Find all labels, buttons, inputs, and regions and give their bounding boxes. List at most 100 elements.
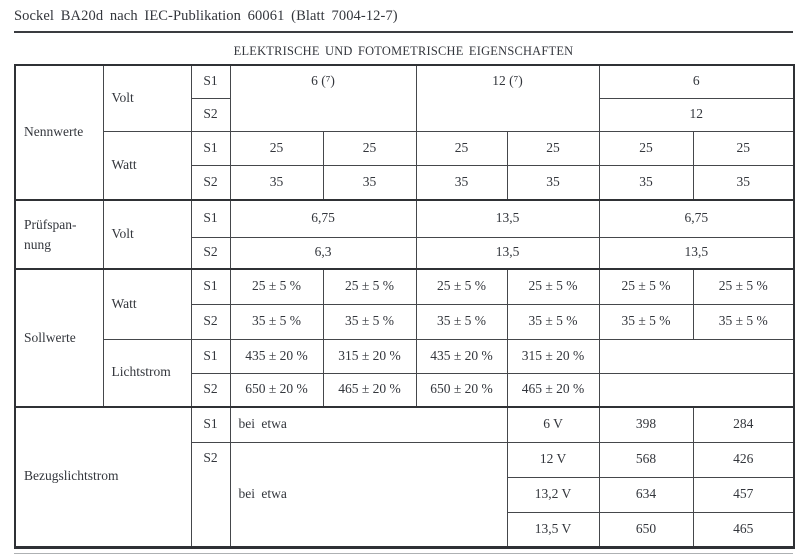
value-cell: 435 ± 20 % <box>229 338 324 374</box>
value-cell: 315 ± 20 % <box>506 338 600 374</box>
row-label-volt: Volt <box>102 199 192 270</box>
value-cell: 35 ± 5 % <box>692 303 795 340</box>
value-cell: 398 <box>598 406 694 443</box>
group-label-line: nung <box>24 236 51 252</box>
value-cell: 6,75 <box>229 199 417 238</box>
value-cell: 35 <box>692 164 795 201</box>
value-cell: 35 <box>415 164 508 201</box>
value-cell: 315 ± 20 % <box>322 338 417 374</box>
s1-label-cell: S1 <box>190 64 231 99</box>
s1-label-cell: S1 <box>190 130 231 166</box>
value-cell: 568 <box>598 441 694 478</box>
group-label-line: Prüfspan- <box>24 216 77 232</box>
voltage-cell: 12 V <box>506 441 600 478</box>
scan-artifact-line <box>14 553 793 554</box>
s2-label-cell: S2 <box>190 236 231 270</box>
row-label-watt: Watt <box>102 268 192 340</box>
value-cell: 25 <box>692 130 795 166</box>
empty-cell <box>598 338 795 374</box>
value-cell: 35 ± 5 % <box>506 303 600 340</box>
table-row: Bezugslichtstrom S1 bei etwa 6 V 398 284 <box>14 406 795 548</box>
value-cell: 650 <box>598 511 694 548</box>
value-cell: 465 <box>692 511 795 548</box>
s2-label-cell: S2 <box>190 441 231 548</box>
value-cell: 634 <box>598 476 694 513</box>
table-row: 13,5 V 650 465 <box>15 511 795 548</box>
value-cell: 25 ± 5 % <box>692 268 795 305</box>
table-row: Nennwerte Volt S1 6 (⁷) 12 (⁷) 6 <box>14 64 795 201</box>
table-row: S2 35 35 35 35 35 35 <box>15 164 795 201</box>
table-row: S2 35 ± 5 % 35 ± 5 % 35 ± 5 % 35 ± 5 % 3… <box>15 303 795 340</box>
value-cell: 25 <box>322 130 417 166</box>
row-label-volt: Volt <box>102 64 192 132</box>
value-cell: 25 ± 5 % <box>598 268 694 305</box>
value-cell: 35 ± 5 % <box>598 303 694 340</box>
value-cell: 25 <box>598 130 694 166</box>
value-cell: 6 (⁷) <box>229 64 417 132</box>
value-cell: 435 ± 20 % <box>415 338 508 374</box>
table-row: Sollwerte Watt S1 25 ± 5 % 25 ± 5 % 25 ±… <box>14 268 795 408</box>
value-cell: 12 (⁷) <box>415 64 600 132</box>
table-row: S2 6,3 13,5 13,5 <box>15 236 795 270</box>
value-cell: 35 <box>506 164 600 201</box>
value-cell: 13,5 <box>415 236 600 270</box>
s2-label-cell: S2 <box>190 164 231 201</box>
value-cell: 6,75 <box>598 199 795 238</box>
value-cell: 13,5 <box>598 236 795 270</box>
table-row: 13,2 V 634 457 <box>15 476 795 513</box>
value-cell: 25 <box>506 130 600 166</box>
value-cell: 457 <box>692 476 795 513</box>
table-row: Prüfspan- nung Volt S1 6,75 13,5 6,75 <box>14 199 795 270</box>
value-cell: 650 ± 20 % <box>415 372 508 408</box>
table-row: Lichtstrom S1 435 ± 20 % 315 ± 20 % 435 … <box>15 338 795 408</box>
table-caption: ELEKTRISCHE UND FOTOMETRISCHE EIGENSCHAF… <box>233 44 574 58</box>
s1-label-cell: S1 <box>190 406 231 443</box>
value-cell: 465 ± 20 % <box>322 372 417 408</box>
bei-etwa-cell: bei etwa <box>229 406 508 443</box>
s2-label-cell: S2 <box>190 372 231 408</box>
page-title: Sockel BA20d nach IEC-Publikation 60061 … <box>14 8 398 24</box>
table-row: S2 650 ± 20 % 465 ± 20 % 650 ± 20 % 465 … <box>15 372 795 408</box>
value-cell: 25 ± 5 % <box>415 268 508 305</box>
group-label-nennwerte: Nennwerte <box>14 64 104 201</box>
table-row: S2 bei etwa 12 V 568 426 <box>15 441 795 548</box>
row-label-lichtstrom: Lichtstrom <box>102 338 192 408</box>
empty-cell <box>598 372 795 408</box>
s1-label-cell: S1 <box>190 268 231 305</box>
value-cell: 35 ± 5 % <box>415 303 508 340</box>
value-cell: 25 <box>415 130 508 166</box>
voltage-cell: 6 V <box>506 406 600 443</box>
title-rule <box>14 31 793 33</box>
value-cell: 25 <box>229 130 324 166</box>
value-cell: 25 ± 5 % <box>322 268 417 305</box>
group-label-bezugslichtstrom: Bezugslichtstrom <box>14 406 192 548</box>
s1-label-cell: S1 <box>190 199 231 238</box>
value-cell: 25 ± 5 % <box>506 268 600 305</box>
value-cell: 35 <box>322 164 417 201</box>
value-cell: 12 <box>598 97 795 132</box>
s2-label-cell: S2 <box>190 303 231 340</box>
value-cell: 35 ± 5 % <box>229 303 324 340</box>
value-cell: 6,3 <box>229 236 417 270</box>
value-cell: 35 ± 5 % <box>322 303 417 340</box>
value-cell: 465 ± 20 % <box>506 372 600 408</box>
table-row: S2 12 <box>15 97 795 132</box>
s1-label-cell: S1 <box>190 338 231 374</box>
table-row: Watt S1 25 25 25 25 25 25 <box>15 130 795 201</box>
value-cell: 284 <box>692 406 795 443</box>
value-cell: 25 ± 5 % <box>229 268 324 305</box>
s2-label-cell: S2 <box>190 97 231 132</box>
value-cell: 35 <box>598 164 694 201</box>
bei-etwa-cell: bei etwa <box>229 441 508 548</box>
row-label-watt: Watt <box>102 130 192 201</box>
value-cell: 6 <box>598 64 795 99</box>
voltage-cell: 13,2 V <box>506 476 600 513</box>
spec-table: Nennwerte Volt S1 6 (⁷) 12 (⁷) 6 S2 12 W… <box>14 64 796 549</box>
value-cell: 650 ± 20 % <box>229 372 324 408</box>
group-label-sollwerte: Sollwerte <box>14 268 104 408</box>
value-cell: 426 <box>692 441 795 478</box>
voltage-cell: 13,5 V <box>506 511 600 548</box>
value-cell: 35 <box>229 164 324 201</box>
value-cell: 13,5 <box>415 199 600 238</box>
